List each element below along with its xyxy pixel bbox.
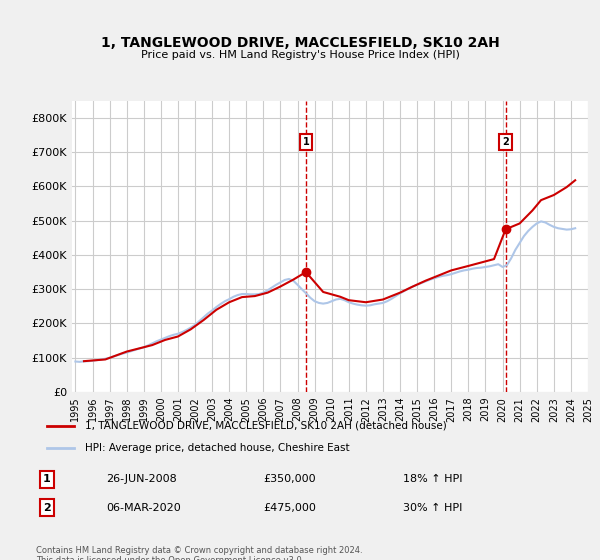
Text: HPI: Average price, detached house, Cheshire East: HPI: Average price, detached house, Ches… xyxy=(85,443,349,453)
Text: Contains HM Land Registry data © Crown copyright and database right 2024.
This d: Contains HM Land Registry data © Crown c… xyxy=(36,546,362,560)
Text: 1: 1 xyxy=(302,137,309,147)
Text: 1: 1 xyxy=(43,474,50,484)
Text: £350,000: £350,000 xyxy=(263,474,316,484)
Text: Price paid vs. HM Land Registry's House Price Index (HPI): Price paid vs. HM Land Registry's House … xyxy=(140,50,460,60)
Text: 1, TANGLEWOOD DRIVE, MACCLESFIELD, SK10 2AH (detached house): 1, TANGLEWOOD DRIVE, MACCLESFIELD, SK10 … xyxy=(85,421,446,431)
Text: 06-MAR-2020: 06-MAR-2020 xyxy=(106,502,181,512)
Text: 26-JUN-2008: 26-JUN-2008 xyxy=(106,474,177,484)
Text: 1, TANGLEWOOD DRIVE, MACCLESFIELD, SK10 2AH: 1, TANGLEWOOD DRIVE, MACCLESFIELD, SK10 … xyxy=(101,36,499,50)
Text: 30% ↑ HPI: 30% ↑ HPI xyxy=(403,502,463,512)
Text: 2: 2 xyxy=(502,137,509,147)
Text: 2: 2 xyxy=(43,502,50,512)
Text: 18% ↑ HPI: 18% ↑ HPI xyxy=(403,474,463,484)
Text: £475,000: £475,000 xyxy=(263,502,316,512)
